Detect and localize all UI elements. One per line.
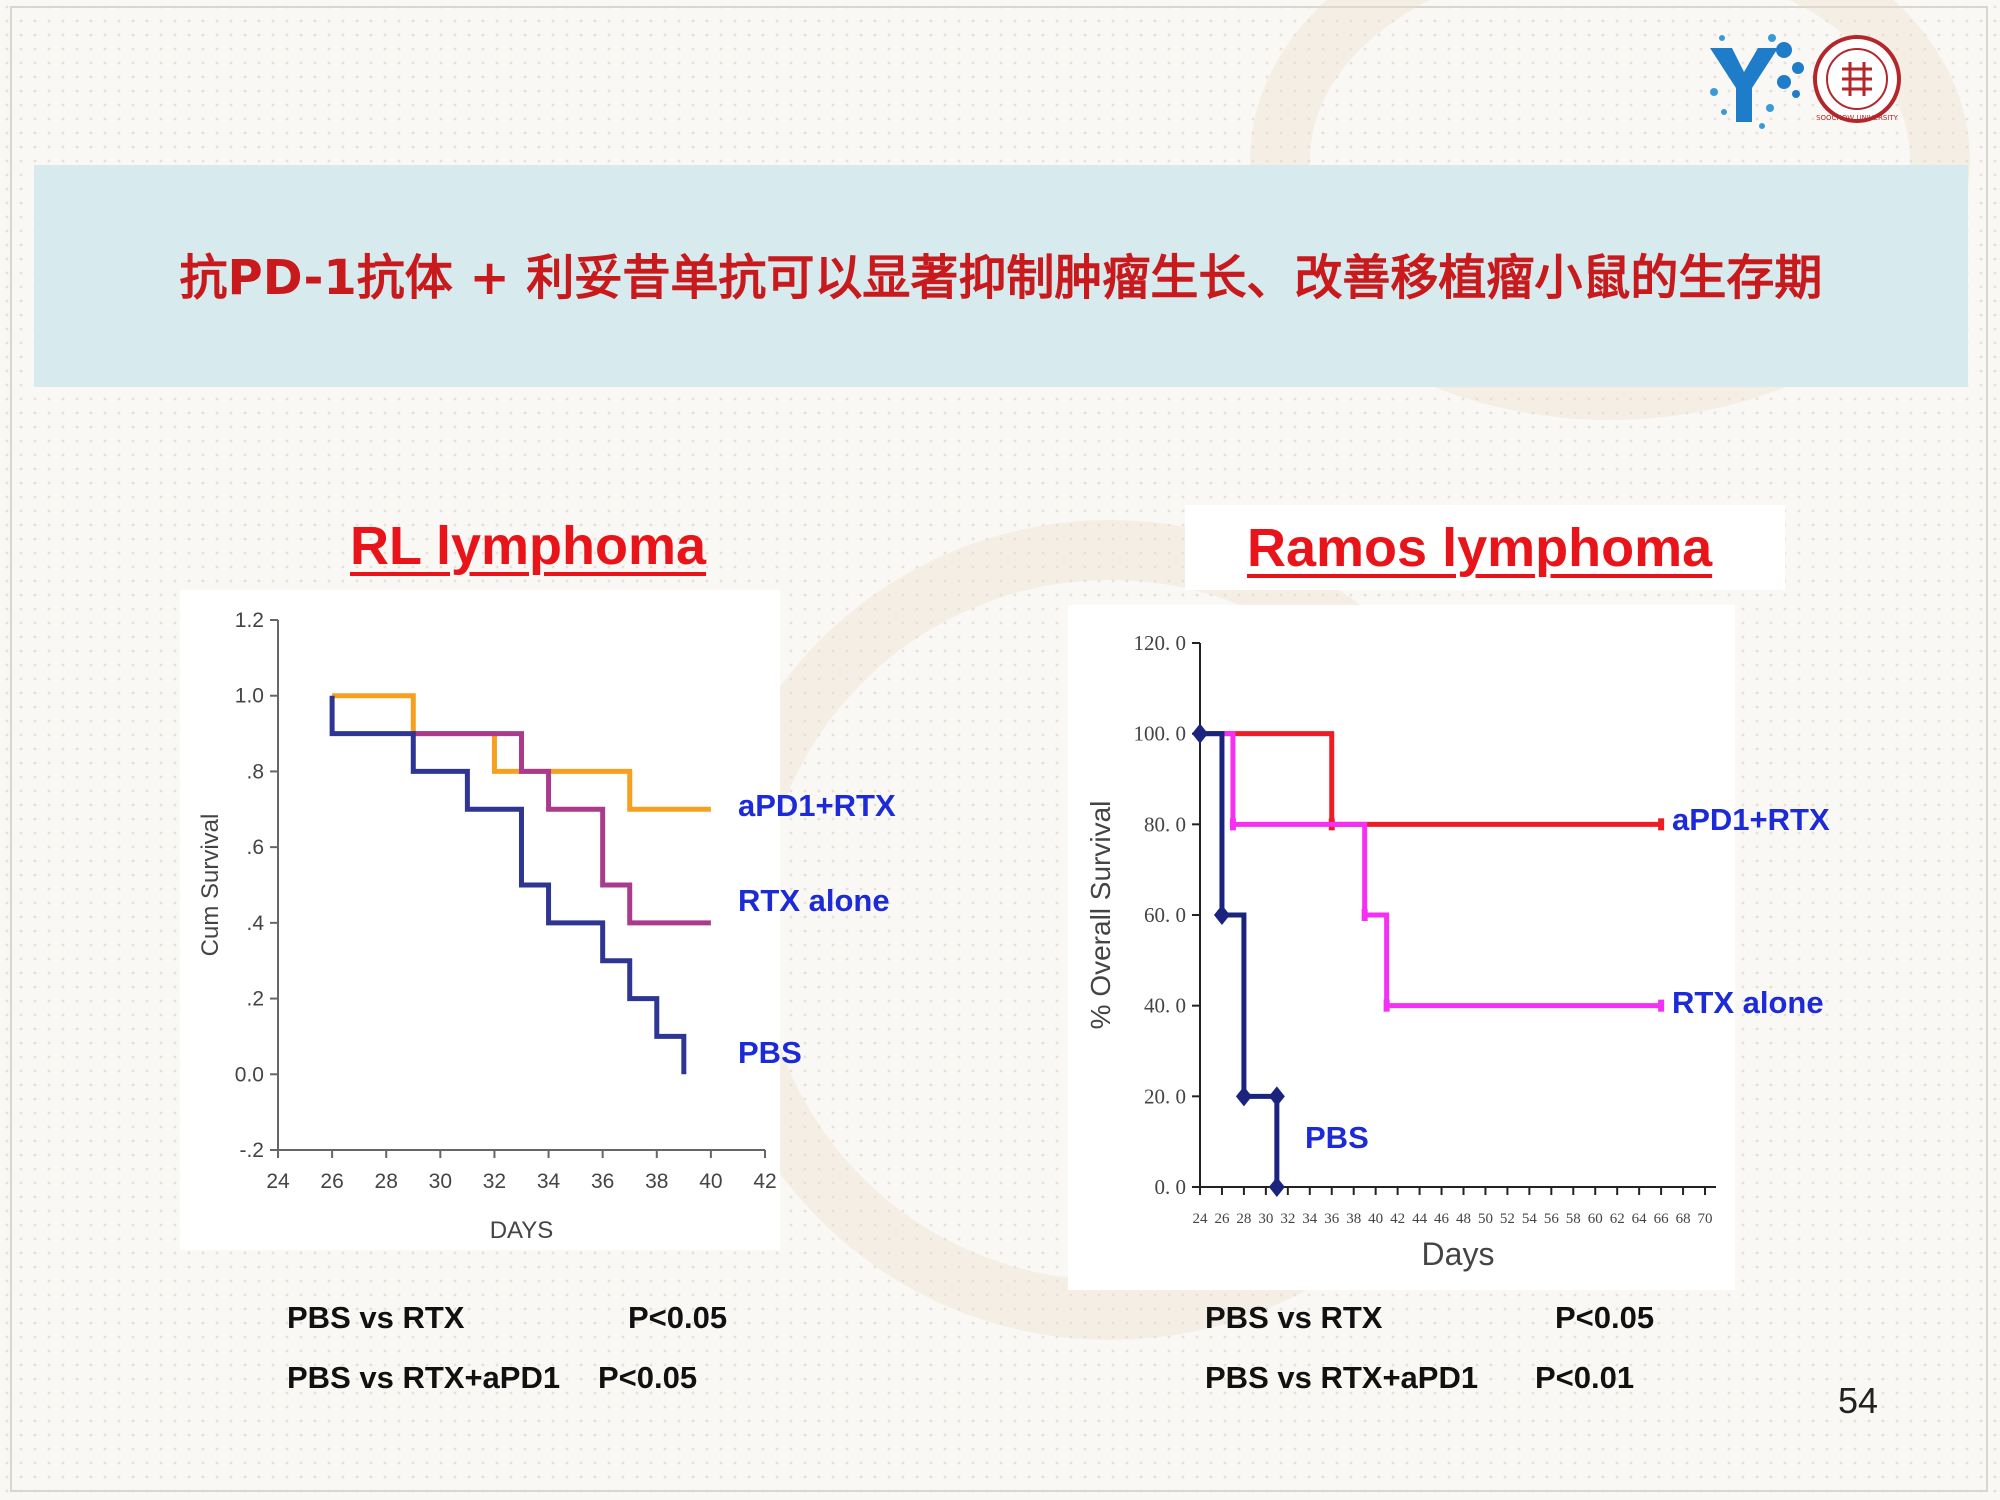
institute-logo-icon: [1710, 34, 1804, 129]
x-axis-label: DAYS: [490, 1217, 554, 1244]
x-tick-label: 52: [1500, 1211, 1515, 1227]
y-tick-label: 100. 0: [1134, 722, 1187, 746]
series-line-apd1-rtx: [1200, 731, 1662, 827]
x-tick-label: 34: [1302, 1211, 1318, 1227]
x-tick-label: 28: [375, 1170, 398, 1193]
series-line-pbs: [329, 695, 687, 1075]
data-point-marker: [1383, 999, 1390, 1012]
series-line-rtx-alone: [1200, 731, 1662, 1009]
page-number: 54: [1838, 1380, 1879, 1421]
x-tick-label: 34: [537, 1170, 561, 1193]
seal-text: SOOCHOW UNIVERSITY: [1816, 114, 1899, 122]
x-tick-label: 36: [1324, 1211, 1340, 1227]
x-tick-label: 54: [1522, 1211, 1538, 1227]
x-tick-label: 32: [1280, 1211, 1295, 1227]
y-tick-label: 40. 0: [1144, 994, 1186, 1018]
x-tick-label: 28: [1236, 1211, 1251, 1227]
x-tick-label: 62: [1610, 1211, 1625, 1227]
x-tick-label: 46: [1434, 1211, 1450, 1227]
y-tick-label: 120. 0: [1134, 631, 1187, 655]
legend-label-pbs: PBS: [738, 1035, 802, 1070]
y-tick-label: 60. 0: [1144, 903, 1186, 927]
title-banner: [34, 165, 1968, 387]
x-tick-label: 42: [1390, 1211, 1405, 1227]
chart-title-ramos: Ramos lymphoma: [1247, 518, 1713, 578]
data-point-marker: [1361, 909, 1368, 921]
x-tick-label: 42: [753, 1170, 776, 1193]
x-tick-label: 36: [591, 1170, 614, 1193]
y-tick-label: 0. 0: [1155, 1175, 1187, 1199]
x-tick-label: 56: [1544, 1211, 1560, 1227]
y-tick-label: 1.2: [235, 609, 264, 632]
x-tick-label: 58: [1566, 1211, 1581, 1227]
data-point-marker: [1192, 723, 1208, 744]
x-tick-label: 26: [320, 1170, 343, 1193]
stat-comparison: PBS vs RTX+aPD1: [1205, 1360, 1479, 1395]
stat-comparison: PBS vs RTX: [1205, 1300, 1383, 1335]
x-tick-label: 30: [1258, 1211, 1273, 1227]
data-point-marker: [1268, 1086, 1285, 1107]
x-tick-label: 70: [1698, 1211, 1713, 1227]
legend-label-rtx-alone: RTX alone: [1672, 985, 1824, 1020]
y-axis-label: % Overall Survival: [1085, 801, 1116, 1030]
stat-comparison: PBS vs RTX+aPD1: [287, 1360, 561, 1395]
y-tick-label: .2: [246, 988, 264, 1011]
slide-frame: [10, 6, 1988, 1492]
x-tick-label: 40: [699, 1170, 722, 1193]
x-tick-label: 38: [1346, 1211, 1361, 1227]
legend-label-pbs: PBS: [1305, 1120, 1369, 1155]
y-tick-label: .4: [246, 912, 264, 935]
x-axis-label: Days: [1422, 1236, 1495, 1272]
x-tick-label: 66: [1654, 1211, 1670, 1227]
data-point-marker: [1235, 1086, 1252, 1107]
y-tick-label: 1.0: [235, 685, 264, 708]
chart-panel-ramos: [1068, 605, 1735, 1290]
data-point-marker: [1658, 818, 1665, 831]
y-tick-label: 0.0: [235, 1063, 264, 1086]
legend-label-apd1-rtx: aPD1+RTX: [738, 788, 896, 823]
stat-p-value: P<0.01: [1535, 1360, 1635, 1395]
chart-panel-rl: [180, 590, 780, 1250]
x-tick-label: 24: [266, 1170, 290, 1193]
data-point-marker: [1268, 1177, 1285, 1197]
stat-p-value: P<0.05: [1555, 1300, 1655, 1335]
university-seal-icon: SOOCHOW UNIVERSITY: [1813, 35, 1901, 123]
x-tick-label: 26: [1214, 1211, 1230, 1227]
x-tick-label: 60: [1588, 1211, 1603, 1227]
chart-title-box: [1185, 505, 1785, 590]
slide-title: 抗PD-1抗体 + 利妥昔单抗可以显著抑制肿瘤生长、改善移植瘤小鼠的生存期: [179, 250, 1823, 306]
stat-comparison: PBS vs RTX: [287, 1300, 465, 1335]
x-tick-label: 32: [483, 1170, 506, 1193]
x-tick-label: 44: [1412, 1211, 1428, 1227]
y-axis-label: Cum Survival: [197, 814, 224, 957]
x-tick-label: 40: [1368, 1211, 1383, 1227]
series-line-apd1-rtx: [332, 693, 711, 812]
legend-label-apd1-rtx: aPD1+RTX: [1672, 802, 1830, 837]
series-line-rtx-alone: [413, 731, 711, 926]
legend-label-rtx-alone: RTX alone: [738, 883, 890, 918]
data-point-marker: [1229, 818, 1236, 831]
data-point-marker: [1658, 999, 1665, 1012]
chart-title-rl: RL lymphoma: [350, 516, 707, 576]
y-tick-label: 80. 0: [1144, 812, 1186, 836]
x-tick-label: 30: [429, 1170, 452, 1193]
y-tick-label: .6: [246, 836, 264, 859]
x-tick-label: 24: [1193, 1211, 1209, 1227]
x-tick-label: 48: [1456, 1211, 1471, 1227]
y-tick-label: 20. 0: [1144, 1084, 1186, 1108]
x-tick-label: 68: [1676, 1211, 1691, 1227]
y-tick-label: -.2: [239, 1139, 264, 1162]
x-tick-label: 38: [645, 1170, 668, 1193]
series-line-pbs: [1200, 731, 1280, 1187]
x-tick-label: 50: [1478, 1211, 1493, 1227]
stat-p-value: P<0.05: [628, 1300, 728, 1335]
x-tick-label: 64: [1632, 1211, 1648, 1227]
stat-p-value: P<0.05: [598, 1360, 698, 1395]
y-tick-label: .8: [246, 760, 264, 783]
data-point-marker: [1213, 905, 1230, 925]
